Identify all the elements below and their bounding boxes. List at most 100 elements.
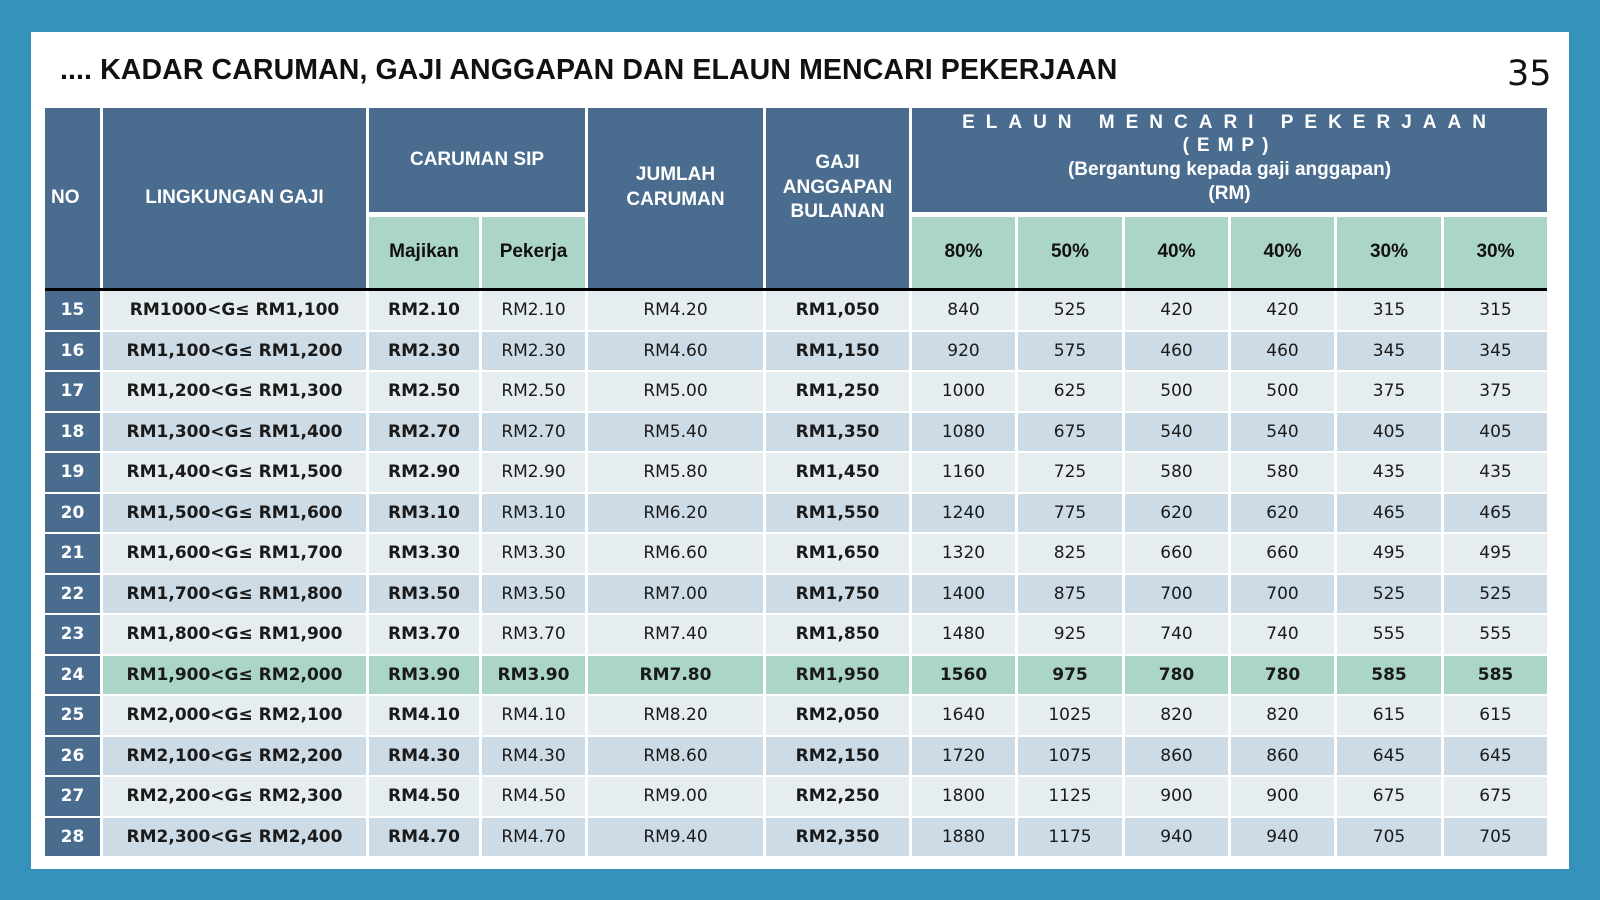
cell-salary-range: RM1,200<G≤ RM1,300 [103, 372, 369, 413]
cell-emp-30a: 705 [1337, 817, 1444, 858]
cell-majikan: RM3.90 [369, 655, 482, 696]
cell-pekerja: RM3.50 [482, 574, 588, 615]
cell-jumlah-caruman: RM8.20 [588, 696, 766, 737]
cell-jumlah-caruman: RM7.80 [588, 655, 766, 696]
cell-pekerja: RM2.50 [482, 372, 588, 413]
cell-no: 16 [45, 331, 103, 372]
cell-no: 27 [45, 777, 103, 818]
table-body: 15 RM1000<G≤ RM1,100 RM2.10 RM2.10 RM4.20 RM1… [45, 288, 1548, 858]
cell-jumlah-caruman: RM9.00 [588, 777, 766, 818]
header-rule [45, 288, 1548, 291]
cell-majikan: RM3.10 [369, 493, 482, 534]
cell-emp-30a: 495 [1337, 534, 1444, 575]
cell-jumlah-caruman: RM7.40 [588, 615, 766, 656]
cell-emp-80: 1560 [912, 655, 1018, 696]
cell-emp-50: 675 [1018, 412, 1125, 453]
cell-emp-80: 1480 [912, 615, 1018, 656]
cell-no: 19 [45, 453, 103, 494]
cell-emp-30b: 585 [1444, 655, 1548, 696]
cell-gaji-anggapan: RM2,250 [766, 777, 912, 818]
cell-no: 15 [45, 291, 103, 332]
cell-emp-40a: 900 [1125, 777, 1231, 818]
cell-emp-80: 840 [912, 291, 1018, 332]
cell-majikan: RM2.50 [369, 372, 482, 413]
cell-emp-40b: 820 [1231, 696, 1337, 737]
cell-emp-30b: 525 [1444, 574, 1548, 615]
cell-gaji-anggapan: RM1,450 [766, 453, 912, 494]
cell-emp-40a: 500 [1125, 372, 1231, 413]
page-number: 35 [1507, 54, 1552, 94]
cell-jumlah-caruman: RM5.40 [588, 412, 766, 453]
cell-emp-50: 525 [1018, 291, 1125, 332]
cell-emp-80: 1720 [912, 736, 1018, 777]
cell-emp-80: 1640 [912, 696, 1018, 737]
cell-emp-30b: 615 [1444, 696, 1548, 737]
cell-emp-40a: 700 [1125, 574, 1231, 615]
cell-pekerja: RM2.30 [482, 331, 588, 372]
table-row: 21 RM1,600<G≤ RM1,700 RM3.30 RM3.30 RM6.60 RM… [45, 534, 1548, 575]
cell-pekerja: RM4.50 [482, 777, 588, 818]
cell-pekerja: RM4.10 [482, 696, 588, 737]
cell-emp-40b: 900 [1231, 777, 1337, 818]
cell-emp-30a: 345 [1337, 331, 1444, 372]
cell-emp-50: 1025 [1018, 696, 1125, 737]
header-emp-80: 80% [912, 212, 1018, 288]
cell-majikan: RM2.90 [369, 453, 482, 494]
cell-gaji-anggapan: RM1,650 [766, 534, 912, 575]
cell-emp-80: 1080 [912, 412, 1018, 453]
cell-jumlah-caruman: RM5.00 [588, 372, 766, 413]
slide-title: .... KADAR CARUMAN, GAJI ANGGAPAN DAN EL… [60, 54, 1118, 86]
cell-emp-40b: 740 [1231, 615, 1337, 656]
cell-no: 28 [45, 817, 103, 858]
cell-jumlah-caruman: RM6.20 [588, 493, 766, 534]
cell-emp-30a: 645 [1337, 736, 1444, 777]
cell-emp-80: 1000 [912, 372, 1018, 413]
header-emp-40b: 40% [1231, 212, 1337, 288]
cell-emp-30a: 435 [1337, 453, 1444, 494]
cell-majikan: RM2.10 [369, 291, 482, 332]
cell-no: 18 [45, 412, 103, 453]
cell-emp-50: 925 [1018, 615, 1125, 656]
header-no: NO [45, 108, 103, 288]
cell-no: 25 [45, 696, 103, 737]
table-row: 18 RM1,300<G≤ RM1,400 RM2.70 RM2.70 RM5.40 RM… [45, 412, 1548, 453]
header-caruman-sip: CARUMAN SIP [369, 108, 588, 212]
cell-emp-50: 1175 [1018, 817, 1125, 858]
cell-emp-40a: 820 [1125, 696, 1231, 737]
header-emp-30a: 30% [1337, 212, 1444, 288]
cell-emp-30b: 705 [1444, 817, 1548, 858]
cell-salary-range: RM1,900<G≤ RM2,000 [103, 655, 369, 696]
cell-jumlah-caruman: RM5.80 [588, 453, 766, 494]
cell-gaji-anggapan: RM1,350 [766, 412, 912, 453]
cell-gaji-anggapan: RM1,250 [766, 372, 912, 413]
cell-emp-50: 575 [1018, 331, 1125, 372]
cell-pekerja: RM3.30 [482, 534, 588, 575]
table-header: NO LINGKUNGAN GAJI CARUMAN SIP JUMLAH CA… [45, 108, 1548, 288]
header-emp-40a: 40% [1125, 212, 1231, 288]
cell-no: 26 [45, 736, 103, 777]
cell-emp-40a: 860 [1125, 736, 1231, 777]
header-majikan: Majikan [369, 212, 482, 288]
cell-emp-80: 1800 [912, 777, 1018, 818]
cell-gaji-anggapan: RM1,850 [766, 615, 912, 656]
header-emp-30b: 30% [1444, 212, 1548, 288]
cell-emp-50: 775 [1018, 493, 1125, 534]
cell-no: 20 [45, 493, 103, 534]
cell-salary-range: RM2,100<G≤ RM2,200 [103, 736, 369, 777]
cell-emp-40a: 740 [1125, 615, 1231, 656]
table-row: 28 RM2,300<G≤ RM2,400 RM4.70 RM4.70 RM9.40 RM… [45, 817, 1548, 858]
cell-emp-30a: 525 [1337, 574, 1444, 615]
cell-salary-range: RM1,400<G≤ RM1,500 [103, 453, 369, 494]
cell-emp-40a: 620 [1125, 493, 1231, 534]
cell-emp-40b: 540 [1231, 412, 1337, 453]
cell-emp-50: 875 [1018, 574, 1125, 615]
cell-emp-40b: 620 [1231, 493, 1337, 534]
cell-emp-30b: 645 [1444, 736, 1548, 777]
table-row: 23 RM1,800<G≤ RM1,900 RM3.70 RM3.70 RM7.40 RM… [45, 615, 1548, 656]
cell-emp-80: 1400 [912, 574, 1018, 615]
cell-jumlah-caruman: RM8.60 [588, 736, 766, 777]
cell-majikan: RM4.10 [369, 696, 482, 737]
table-row-highlighted: 24 RM1,900<G≤ RM2,000 RM3.90 RM3.90 RM7.80 RM… [45, 655, 1548, 696]
table-row: 20 RM1,500<G≤ RM1,600 RM3.10 RM3.10 RM6.20 RM… [45, 493, 1548, 534]
cell-salary-range: RM1,300<G≤ RM1,400 [103, 412, 369, 453]
